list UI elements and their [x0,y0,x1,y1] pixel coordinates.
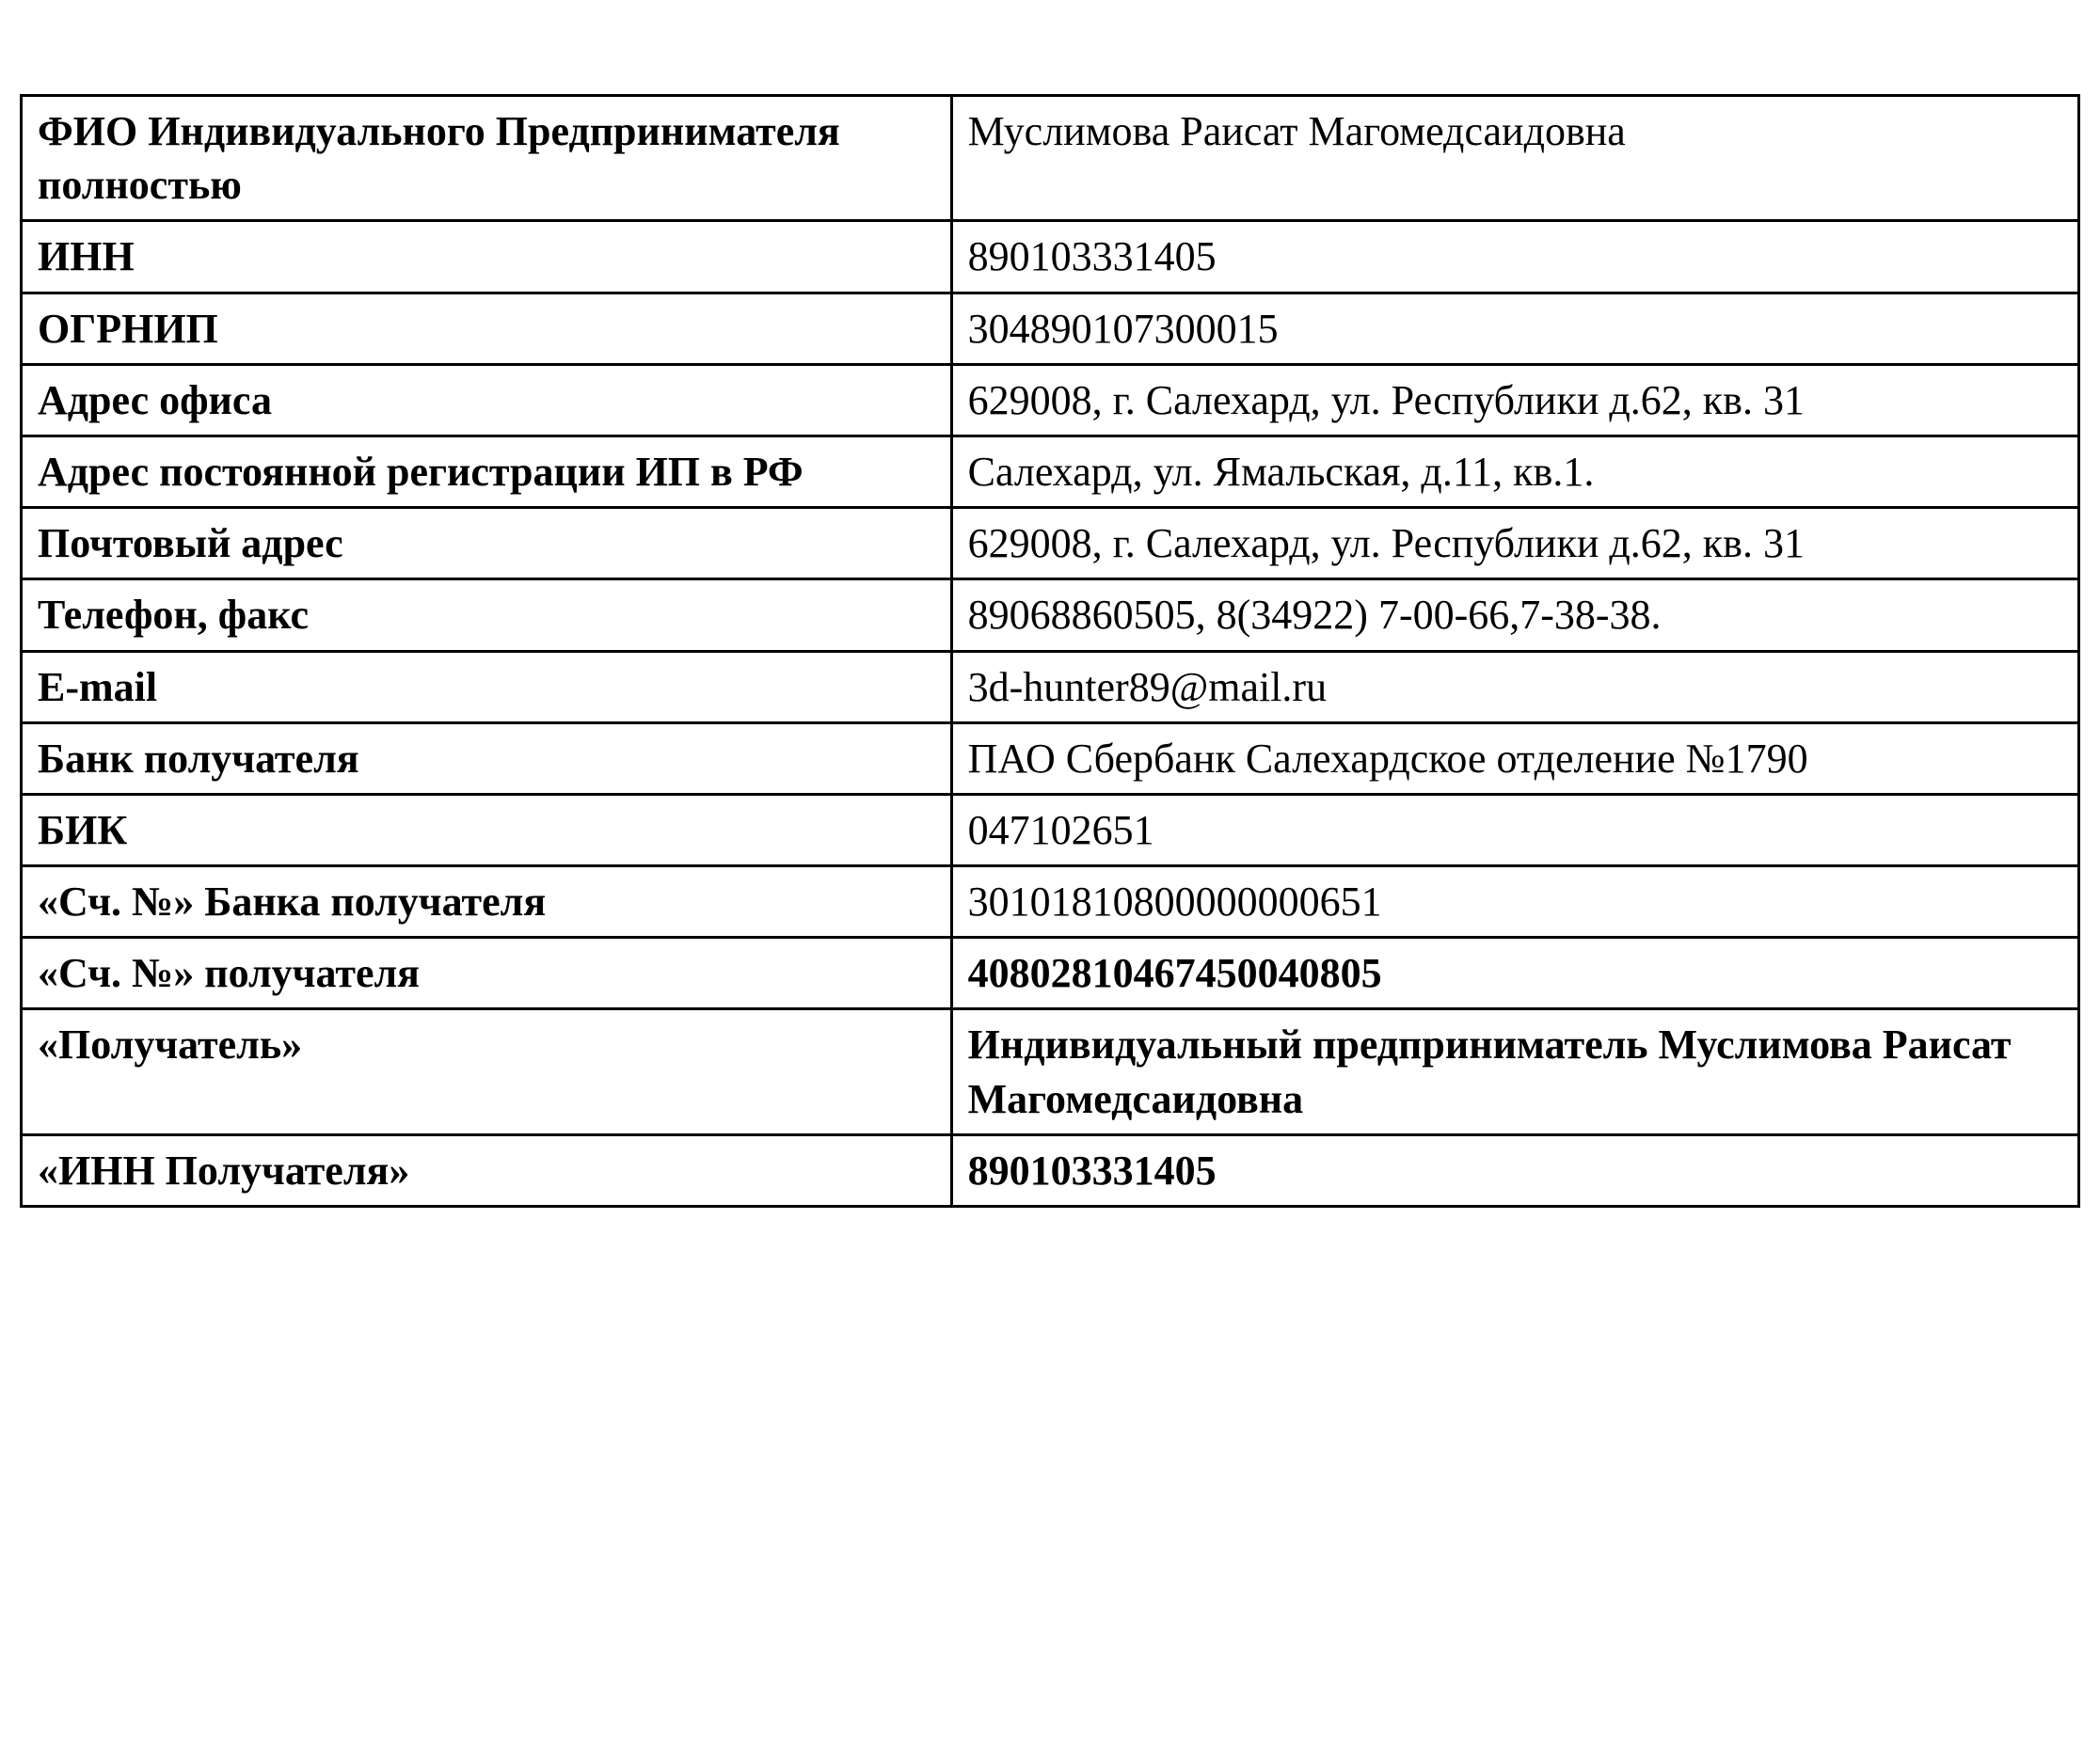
row-value: 890103331405 [951,1134,2078,1206]
row-label: Адрес офиса [22,364,952,436]
table-row: ФИО Индивидуального Предпринимателя полн… [22,96,2079,221]
row-value: 30101810800000000651 [951,866,2078,938]
row-value: ПАО Сбербанк Салехардское отделение №179… [951,722,2078,794]
row-label: E-mail [22,651,952,722]
row-label: «Сч. №» получателя [22,938,952,1009]
row-label: Телефон, факс [22,579,952,651]
table-row: ОГРНИП304890107300015 [22,293,2079,364]
row-value: Муслимова Раисат Магомедсаидовна [951,96,2078,221]
table-row: «Получатель»Индивидуальный предпринимате… [22,1009,2079,1134]
row-value: 629008, г. Салехард, ул. Республики д.62… [951,508,2078,579]
table-row: Адрес постоянной регистрации ИП в РФСале… [22,436,2079,507]
row-value: 629008, г. Салехард, ул. Республики д.62… [951,364,2078,436]
table-row: Банк получателяПАО Сбербанк Салехардское… [22,722,2079,794]
row-value: 304890107300015 [951,293,2078,364]
row-label: «ИНН Получателя» [22,1134,952,1206]
row-value: 89068860505, 8(34922) 7-00-66,7-38-38. [951,579,2078,651]
row-label: ОГРНИП [22,293,952,364]
table-row: E-mail3d-hunter89@mail.ru [22,651,2079,722]
row-label: ФИО Индивидуального Предпринимателя полн… [22,96,952,221]
row-value: 40802810467450040805 [951,938,2078,1009]
row-label: Адрес постоянной регистрации ИП в РФ [22,436,952,507]
table-row: «Сч. №» Банка получателя3010181080000000… [22,866,2079,938]
table-row: Почтовый адрес629008, г. Салехард, ул. Р… [22,508,2079,579]
row-label: «Получатель» [22,1009,952,1134]
row-label: Банк получателя [22,722,952,794]
row-value: 890103331405 [951,221,2078,293]
row-label: БИК [22,794,952,865]
row-value: 3d-hunter89@mail.ru [951,651,2078,722]
row-value: Индивидуальный предприниматель Муслимова… [951,1009,2078,1134]
row-label: Почтовый адрес [22,508,952,579]
table-row: Телефон, факс89068860505, 8(34922) 7-00-… [22,579,2079,651]
row-label: ИНН [22,221,952,293]
row-label: «Сч. №» Банка получателя [22,866,952,938]
details-table: ФИО Индивидуального Предпринимателя полн… [20,94,2080,1208]
row-value: 047102651 [951,794,2078,865]
table-row: Адрес офиса629008, г. Салехард, ул. Респ… [22,364,2079,436]
row-value: Салехард, ул. Ямальская, д.11, кв.1. [951,436,2078,507]
table-row: ИНН890103331405 [22,221,2079,293]
table-row: «ИНН Получателя»890103331405 [22,1134,2079,1206]
table-row: «Сч. №» получателя40802810467450040805 [22,938,2079,1009]
table-body: ФИО Индивидуального Предпринимателя полн… [22,96,2079,1207]
table-row: БИК047102651 [22,794,2079,865]
